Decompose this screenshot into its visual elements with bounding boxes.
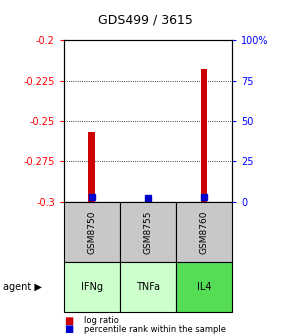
Text: TNFa: TNFa <box>136 282 160 292</box>
Text: GSM8760: GSM8760 <box>200 210 209 254</box>
Text: ■: ■ <box>64 324 73 334</box>
Text: GDS499 / 3615: GDS499 / 3615 <box>97 14 193 27</box>
Text: IL4: IL4 <box>197 282 211 292</box>
Text: ■: ■ <box>64 316 73 326</box>
Bar <box>88 132 95 202</box>
Text: GSM8755: GSM8755 <box>143 210 153 254</box>
Text: log ratio: log ratio <box>84 317 119 325</box>
Text: GSM8750: GSM8750 <box>87 210 96 254</box>
Text: IFNg: IFNg <box>81 282 103 292</box>
Text: percentile rank within the sample: percentile rank within the sample <box>84 325 226 334</box>
Bar <box>201 69 207 202</box>
Text: agent ▶: agent ▶ <box>3 282 42 292</box>
Bar <box>144 200 151 202</box>
